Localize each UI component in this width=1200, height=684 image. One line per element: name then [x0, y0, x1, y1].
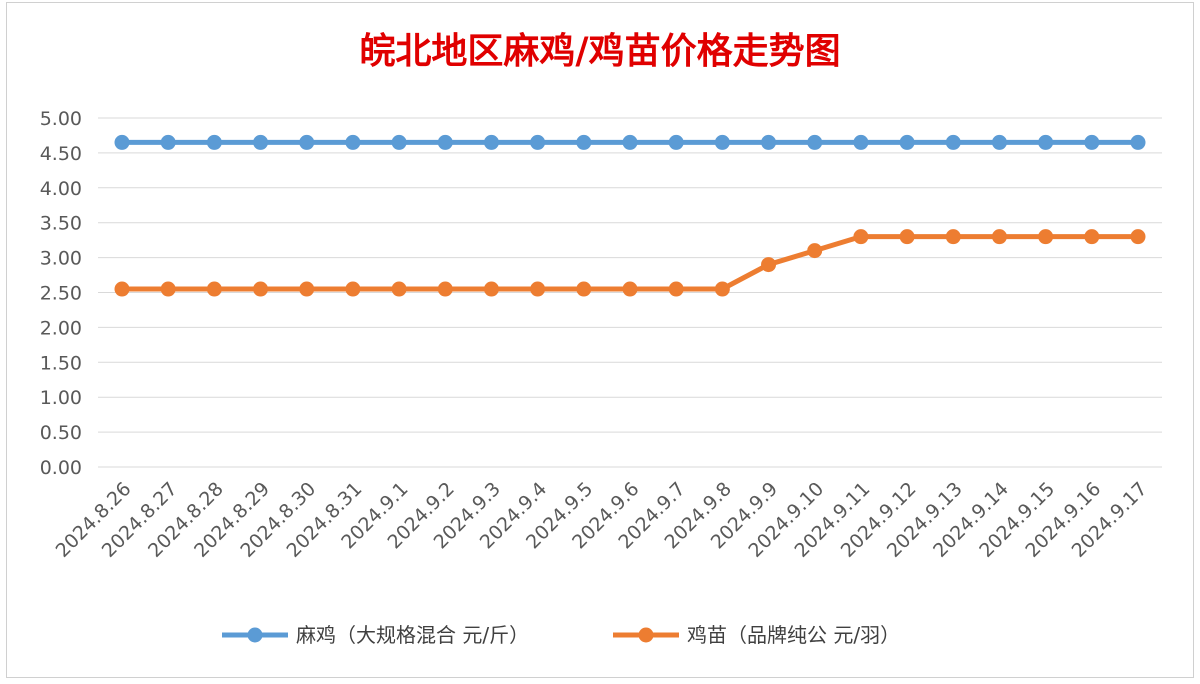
legend-marker [638, 627, 654, 643]
series-0 [114, 134, 1146, 150]
series-lines [114, 134, 1146, 297]
data-point [899, 229, 915, 245]
data-point [622, 281, 638, 297]
y-axis-ticks: 0.00 0.50 1.00 1.50 2.00 2.50 3.00 3.50 4.00 4.50… [40, 108, 82, 479]
data-point [576, 281, 592, 297]
data-point [714, 134, 730, 150]
data-point [991, 229, 1007, 245]
data-point [483, 281, 499, 297]
data-point [299, 134, 315, 150]
grid-lines [98, 117, 1162, 468]
y-tick-label: 4.50 [40, 143, 82, 165]
data-point [1130, 134, 1146, 150]
y-tick-label: 2.00 [40, 317, 82, 339]
data-point [1084, 134, 1100, 150]
data-point [807, 243, 823, 259]
data-point [991, 134, 1007, 150]
data-point [253, 281, 269, 297]
data-point [576, 134, 592, 150]
data-point [1130, 229, 1146, 245]
legend: 麻鸡（大规格混合 元/斤） 鸡苗（品牌纯公 元/羽） [222, 623, 900, 647]
data-point [853, 134, 869, 150]
legend-item-1: 鸡苗（品牌纯公 元/羽） [613, 623, 900, 647]
data-point [899, 134, 915, 150]
data-point [345, 134, 361, 150]
y-tick-label: 3.50 [40, 213, 82, 235]
y-tick-label: 0.50 [40, 422, 82, 444]
chart-title: 皖北地区麻鸡/鸡苗价格走势图 [359, 30, 840, 72]
data-point [668, 281, 684, 297]
x-axis-ticks: 2024.8.262024.8.272024.8.282024.8.292024… [52, 478, 1152, 562]
y-tick-label: 1.00 [40, 387, 82, 409]
chart-frame [6, 2, 1194, 678]
data-point [391, 134, 407, 150]
y-tick-label: 0.00 [40, 457, 82, 479]
data-point [530, 281, 546, 297]
data-point [345, 281, 361, 297]
data-point [622, 134, 638, 150]
y-tick-label: 2.50 [40, 283, 82, 305]
legend-marker [247, 627, 263, 643]
data-point [206, 134, 222, 150]
data-point [807, 134, 823, 150]
legend-item-0: 麻鸡（大规格混合 元/斤） [222, 623, 529, 647]
data-point [391, 281, 407, 297]
data-point [114, 281, 130, 297]
data-point [945, 229, 961, 245]
data-point [945, 134, 961, 150]
data-point [299, 281, 315, 297]
y-tick-label: 5.00 [40, 108, 82, 130]
data-point [160, 281, 176, 297]
data-point [714, 281, 730, 297]
legend-label: 鸡苗（品牌纯公 元/羽） [687, 623, 900, 647]
data-point [530, 134, 546, 150]
series-line [122, 234, 1138, 292]
data-point [206, 281, 222, 297]
data-point [668, 134, 684, 150]
data-point [160, 134, 176, 150]
y-tick-label: 1.50 [40, 352, 82, 374]
legend-label: 麻鸡（大规格混合 元/斤） [296, 623, 529, 647]
data-point [483, 134, 499, 150]
data-point [1084, 229, 1100, 245]
data-point [437, 281, 453, 297]
data-point [114, 134, 130, 150]
data-point [437, 134, 453, 150]
data-point [853, 229, 869, 245]
y-tick-label: 4.00 [40, 178, 82, 200]
series-1 [114, 229, 1146, 297]
data-point [253, 134, 269, 150]
data-point [1038, 229, 1054, 245]
data-point [761, 257, 777, 273]
y-tick-label: 3.00 [40, 248, 82, 270]
data-point [1038, 134, 1054, 150]
data-point [761, 134, 777, 150]
